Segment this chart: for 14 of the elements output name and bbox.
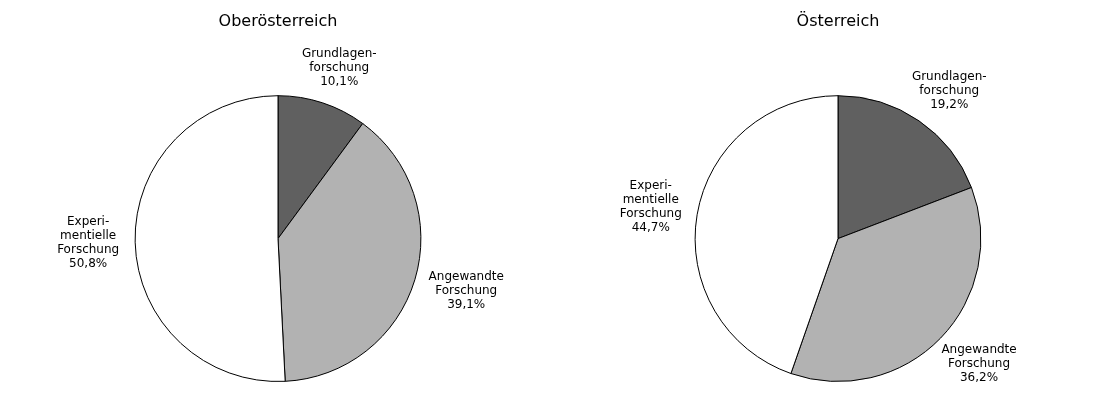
data-label: 36,2% <box>959 370 999 385</box>
data-label: 50,8% <box>69 256 108 271</box>
slice-label: Experi- mentielle Forschung <box>619 178 682 221</box>
slice-label: Angewandte Forschung <box>428 268 504 297</box>
data-label: 44,7% <box>631 220 670 235</box>
slice-label: Grundlagen- forschung <box>911 68 987 97</box>
data-label: 10,1% <box>320 73 359 88</box>
slice-label: Experi- mentielle Forschung <box>57 214 120 257</box>
slice-label: Grundlagen- forschung <box>301 45 377 74</box>
chart-title: Oberösterreich <box>218 10 338 30</box>
slice-label: Angewandte Forschung <box>941 342 1017 371</box>
data-label: 39,1% <box>447 296 486 311</box>
data-label: 19,2% <box>930 96 969 111</box>
chart-title: Österreich <box>796 10 880 30</box>
